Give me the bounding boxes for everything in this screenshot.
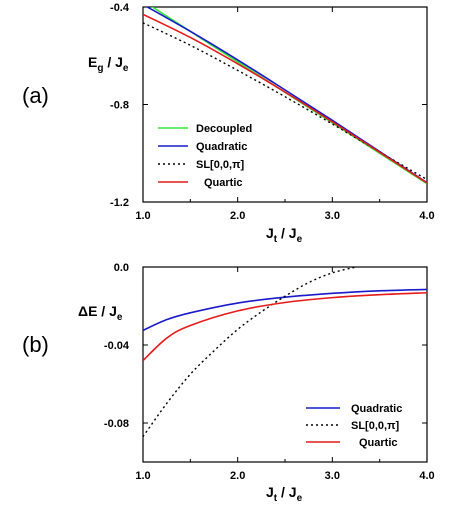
- x-tick-label: 1.0: [135, 210, 150, 222]
- panel-b: (b) 0.0 -0.04 -0.08 1.0 2.0 3.0 4.0 ΔE / Je J…: [22, 262, 435, 504]
- y-tick-label: -1.2: [110, 197, 129, 209]
- panel-b-y-tick-labels: 0.0 -0.04 -0.08: [104, 262, 130, 430]
- x-tick-label: 2.0: [230, 470, 245, 482]
- x-tick-label: 2.0: [230, 210, 245, 222]
- panel-b-series: [143, 267, 427, 438]
- legend-label: Quadratic: [351, 403, 402, 415]
- panel-a-label: (a): [22, 83, 49, 108]
- y-tick-label: -0.08: [104, 418, 129, 430]
- series-line-sl-0-0: [143, 267, 357, 438]
- y-tick-label: -0.4: [110, 2, 130, 14]
- x-tick-label: 4.0: [419, 470, 434, 482]
- x-tick-label: 3.0: [325, 210, 340, 222]
- y-tick-label: 0.0: [114, 262, 129, 274]
- series-line-quartic: [143, 13, 427, 184]
- panel-a: (a) -0.4 -0.8 -1.2 1.0 2.0 3.0 4.0 Eg / Je Jt…: [22, 2, 435, 245]
- panel-b-ticks: [142, 266, 428, 462]
- y-tick-label: -0.8: [110, 100, 129, 112]
- series-line-quadratic: [143, 288, 427, 332]
- panel-a-y-axis-label: Eg / Je: [88, 54, 129, 74]
- legend-label: Quartic: [204, 177, 243, 189]
- panel-a-series: [143, 7, 427, 185]
- panel-a-x-tick-labels: 1.0 2.0 3.0 4.0: [135, 210, 434, 222]
- legend-label: Quartic: [359, 437, 398, 449]
- panel-b-x-axis-label: Jt / Je: [266, 484, 303, 504]
- legend-label: SL[0,0,π]: [351, 420, 399, 432]
- legend-label: Decoupled: [196, 123, 252, 135]
- panel-b-label: (b): [22, 332, 49, 357]
- panel-b-y-axis-label: ΔE / Je: [78, 303, 123, 323]
- series-line-quartic: [143, 291, 427, 362]
- panel-b-x-tick-labels: 1.0 2.0 3.0 4.0: [135, 470, 434, 482]
- legend-label: SL[0,0,π]: [196, 159, 244, 171]
- panel-a-ticks: [142, 6, 428, 203]
- y-tick-label: -0.04: [104, 340, 130, 352]
- panel-a-x-axis-label: Jt / Je: [266, 225, 303, 245]
- panel-a-frame: [142, 6, 428, 203]
- panel-a-legend: Decoupled Quadratic SL[0,0,π] Quartic: [158, 123, 252, 189]
- panel-a-y-tick-labels: -0.4 -0.8 -1.2: [110, 2, 130, 209]
- x-tick-label: 4.0: [419, 210, 434, 222]
- x-tick-label: 1.0: [135, 470, 150, 482]
- series-line-sl-0-0: [143, 22, 427, 181]
- panel-b-legend: Quadratic SL[0,0,π] Quartic: [306, 403, 402, 449]
- legend-label: Quadratic: [196, 141, 247, 153]
- x-tick-label: 3.0: [325, 470, 340, 482]
